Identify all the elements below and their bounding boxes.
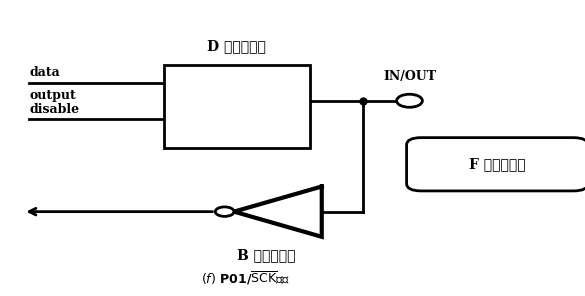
Text: IN/OUT: IN/OUT: [383, 70, 436, 83]
Text: D 型输出电路: D 型输出电路: [208, 39, 266, 53]
Circle shape: [215, 207, 234, 216]
Circle shape: [397, 94, 422, 107]
Text: $(\mathit{f})$ P01/$\overline{\rm SCK}$接口: $(\mathit{f})$ P01/$\overline{\rm SCK}$接…: [201, 270, 290, 287]
Bar: [164, 65, 310, 148]
Text: data: data: [29, 66, 60, 79]
Polygon shape: [234, 186, 322, 237]
Text: B 型输出电路: B 型输出电路: [237, 249, 295, 263]
Text: F 型输出电路: F 型输出电路: [469, 157, 525, 171]
FancyBboxPatch shape: [407, 138, 585, 191]
Text: output
disable: output disable: [29, 89, 80, 116]
